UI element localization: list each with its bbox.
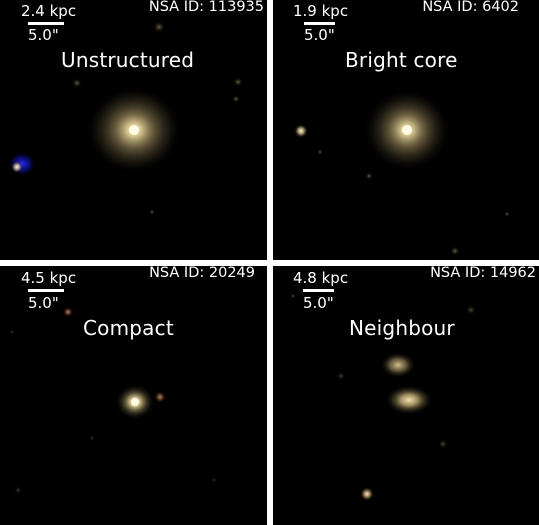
- angular-scale-label: 5.0": [304, 28, 335, 43]
- physical-scale-label: 2.4 kpc: [21, 4, 76, 19]
- galaxy-panel-neighbour: 4.8 kpc 5.0" NSA ID: 14962 Neighbour: [273, 266, 539, 525]
- angular-scale-label: 5.0": [303, 296, 334, 311]
- galaxy-class-label: Compact: [83, 318, 174, 338]
- galaxy-class-label: Unstructured: [61, 50, 194, 70]
- physical-scale-label: 4.8 kpc: [293, 271, 348, 286]
- galaxy-class-label: Neighbour: [349, 318, 455, 338]
- nsa-id-label: NSA ID: 14962: [430, 266, 536, 281]
- scale-bar: [28, 289, 64, 292]
- galaxy-panel-compact: 4.5 kpc 5.0" NSA ID: 20249 Compact: [0, 266, 267, 525]
- angular-scale-label: 5.0": [28, 28, 59, 43]
- nsa-id-label: NSA ID: 6402: [422, 0, 519, 15]
- scale-bar: [28, 22, 64, 25]
- angular-scale-label: 5.0": [28, 296, 59, 311]
- galaxy-class-label: Bright core: [345, 50, 458, 70]
- galaxy-panel-unstructured: 2.4 kpc 5.0" NSA ID: 113935 Unstructured: [0, 0, 267, 260]
- physical-scale-label: 1.9 kpc: [293, 4, 348, 19]
- nsa-id-label: NSA ID: 20249: [149, 266, 255, 281]
- nsa-id-label: NSA ID: 113935: [149, 0, 264, 15]
- scale-bar: [304, 22, 335, 25]
- scale-bar: [303, 289, 334, 292]
- physical-scale-label: 4.5 kpc: [21, 271, 76, 286]
- galaxy-panel-bright-core: 1.9 kpc 5.0" NSA ID: 6402 Bright core: [273, 0, 539, 260]
